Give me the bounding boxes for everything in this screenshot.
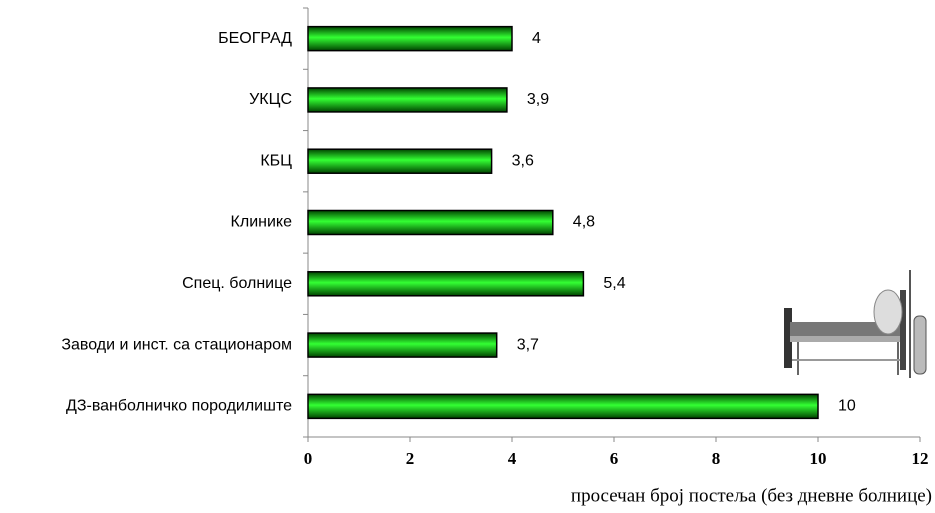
- value-label: 4,8: [573, 214, 595, 231]
- y-tick-label: ДЗ-ванболничко породилиште: [66, 398, 292, 415]
- x-axis-label: просечан број постеља (без дневне болниц…: [571, 485, 932, 506]
- value-label: 3,9: [527, 91, 549, 108]
- y-tick-label: КБЦ: [260, 152, 292, 169]
- x-tick-label: 2: [406, 449, 415, 468]
- value-label: 3,7: [517, 336, 539, 353]
- x-tick-label: 4: [508, 449, 517, 468]
- bar: [307, 148, 493, 174]
- x-tick-label: 12: [912, 449, 929, 468]
- value-label: 4: [532, 30, 541, 47]
- y-tick-label: УКЦС: [249, 91, 292, 108]
- value-label: 10: [838, 398, 856, 415]
- bar: [307, 271, 585, 297]
- y-tick-label: Спец. болнице: [182, 275, 292, 292]
- value-label: 3,6: [512, 152, 534, 169]
- bar: [307, 393, 819, 420]
- y-tick-label: Заводи и инст. са стационаром: [61, 336, 292, 353]
- bar: [307, 25, 513, 52]
- x-tick-label: 10: [810, 449, 827, 468]
- y-tick-label: БЕОГРАД: [218, 30, 292, 47]
- value-label: 5,4: [603, 275, 625, 292]
- bar: [307, 209, 554, 236]
- bar: [307, 87, 508, 113]
- bed-icon: [784, 270, 927, 378]
- bar: [307, 332, 498, 358]
- x-tick-label: 0: [304, 449, 313, 468]
- x-tick-label: 6: [610, 449, 619, 468]
- y-tick-label: Клинике: [231, 214, 293, 231]
- x-tick-label: 8: [712, 449, 721, 468]
